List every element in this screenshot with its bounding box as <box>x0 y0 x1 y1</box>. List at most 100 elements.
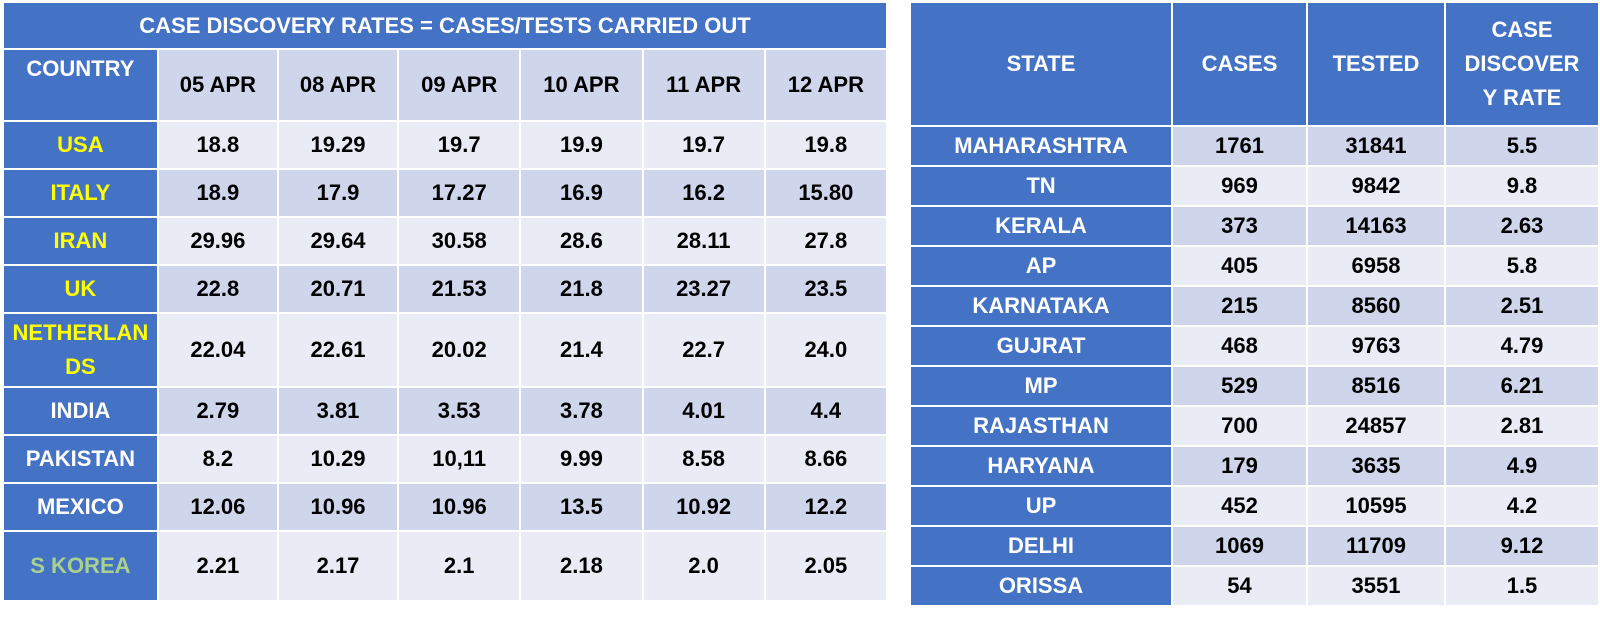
rate-cell: 20.71 <box>276 264 400 314</box>
table-row: ITALY 18.9 17.9 17.27 16.9 16.2 15.80 <box>2 168 889 218</box>
country-name: INDIA <box>2 386 159 436</box>
rate-cell: 2.51 <box>1444 285 1600 327</box>
cases-cell: 468 <box>1171 325 1308 367</box>
rate-cell: 4.9 <box>1444 445 1600 487</box>
country-name: S KOREA <box>2 530 159 602</box>
rate-cell: 22.04 <box>156 312 279 388</box>
state-column-header: STATE <box>909 1 1173 127</box>
state-name: MP <box>909 365 1173 407</box>
state-name: MAHARASHTRA <box>909 125 1173 167</box>
rate-cell: 21.4 <box>519 312 644 388</box>
header-row: STATE CASES TESTED CASE DISCOVER Y RATE <box>909 1 1600 127</box>
country-rate-table: CASE DISCOVERY RATES = CASES/TESTS CARRI… <box>2 1 889 602</box>
table-row: ORISSA 54 3551 1.5 <box>909 565 1600 607</box>
country-name: ITALY <box>2 168 159 218</box>
tested-cell: 9842 <box>1306 165 1446 207</box>
tested-cell: 14163 <box>1306 205 1446 247</box>
rate-cell: 16.2 <box>641 168 766 218</box>
rate-cell: 21.8 <box>519 264 644 314</box>
rate-cell: 29.96 <box>156 216 279 266</box>
date-column-header: 10 APR <box>519 48 644 122</box>
rate-cell: 12.2 <box>763 482 889 532</box>
cases-column-header: CASES <box>1171 1 1308 127</box>
rate-cell: 2.1 <box>397 530 522 602</box>
country-name: PAKISTAN <box>2 434 159 484</box>
tested-cell: 3551 <box>1306 565 1446 607</box>
rate-cell: 6.21 <box>1444 365 1600 407</box>
tested-cell: 10595 <box>1306 485 1446 527</box>
state-table-body: MAHARASHTRA 1761 31841 5.5 TN 969 9842 9… <box>909 125 1600 607</box>
rate-cell: 2.81 <box>1444 405 1600 447</box>
table-row: S KOREA 2.21 2.17 2.1 2.18 2.0 2.05 <box>2 530 889 602</box>
tested-cell: 8560 <box>1306 285 1446 327</box>
country-name-line: DS <box>65 354 96 379</box>
rate-cell: 29.64 <box>276 216 400 266</box>
rate-cell: 22.61 <box>276 312 400 388</box>
rate-cell: 18.8 <box>156 120 279 170</box>
title-row: CASE DISCOVERY RATES = CASES/TESTS CARRI… <box>2 1 888 50</box>
table-row: RAJASTHAN 700 24857 2.81 <box>909 405 1600 447</box>
rate-cell: 10.92 <box>641 482 766 532</box>
cases-cell: 452 <box>1171 485 1308 527</box>
table-row: UP 452 10595 4.2 <box>909 485 1600 527</box>
date-column-header: 05 APR <box>156 48 279 122</box>
tested-cell: 24857 <box>1306 405 1446 447</box>
cases-cell: 405 <box>1171 245 1308 287</box>
date-column-header: 08 APR <box>276 48 400 122</box>
rate-cell: 28.11 <box>641 216 766 266</box>
tested-cell: 6958 <box>1306 245 1446 287</box>
date-column-header: 09 APR <box>397 48 522 122</box>
country-name: MEXICO <box>2 482 159 532</box>
rate-cell: 2.0 <box>641 530 766 602</box>
cases-cell: 700 <box>1171 405 1308 447</box>
rate-cell: 19.29 <box>276 120 400 170</box>
table-row: MEXICO 12.06 10.96 10.96 13.5 10.92 12.2 <box>2 482 889 532</box>
rate-cell: 17.9 <box>276 168 400 218</box>
rate-cell: 4.01 <box>641 386 766 436</box>
cases-cell: 215 <box>1171 285 1308 327</box>
header-row: COUNTRY 05 APR 08 APR 09 APR 10 APR 11 A… <box>2 48 889 122</box>
rate-cell: 22.8 <box>156 264 279 314</box>
rate-header-line: DISCOVER <box>1464 51 1580 76</box>
table-row: USA 18.8 19.29 19.7 19.9 19.7 19.8 <box>2 120 889 170</box>
rate-cell: 9.8 <box>1444 165 1600 207</box>
state-name: KERALA <box>909 205 1173 247</box>
table-title: CASE DISCOVERY RATES = CASES/TESTS CARRI… <box>2 1 888 50</box>
table-row: MAHARASHTRA 1761 31841 5.5 <box>909 125 1600 167</box>
table-row: IRAN 29.96 29.64 30.58 28.6 28.11 27.8 <box>2 216 889 266</box>
rate-cell: 24.0 <box>763 312 889 388</box>
date-column-header: 11 APR <box>641 48 766 122</box>
state-name: AP <box>909 245 1173 287</box>
state-name: TN <box>909 165 1173 207</box>
rate-cell: 8.58 <box>641 434 766 484</box>
rate-cell: 4.4 <box>763 386 889 436</box>
rate-cell: 4.2 <box>1444 485 1600 527</box>
rate-cell: 30.58 <box>397 216 522 266</box>
tested-cell: 8516 <box>1306 365 1446 407</box>
state-name: ORISSA <box>909 565 1173 607</box>
rate-cell: 4.79 <box>1444 325 1600 367</box>
country-name: USA <box>2 120 159 170</box>
rate-cell: 23.5 <box>763 264 889 314</box>
cases-cell: 373 <box>1171 205 1308 247</box>
state-name: DELHI <box>909 525 1173 567</box>
rate-cell: 2.63 <box>1444 205 1600 247</box>
rate-cell: 27.8 <box>763 216 889 266</box>
rate-cell: 13.5 <box>519 482 644 532</box>
table-row: UK 22.8 20.71 21.53 21.8 23.27 23.5 <box>2 264 889 314</box>
state-name: RAJASTHAN <box>909 405 1173 447</box>
rate-cell: 1.5 <box>1444 565 1600 607</box>
rate-cell: 3.53 <box>397 386 522 436</box>
country-name: UK <box>2 264 159 314</box>
rate-cell: 20.02 <box>397 312 522 388</box>
tested-cell: 9763 <box>1306 325 1446 367</box>
table-row: TN 969 9842 9.8 <box>909 165 1600 207</box>
table-row: KARNATAKA 215 8560 2.51 <box>909 285 1600 327</box>
state-name: UP <box>909 485 1173 527</box>
tested-cell: 31841 <box>1306 125 1446 167</box>
rate-cell: 2.21 <box>156 530 279 602</box>
rate-cell: 9.99 <box>519 434 644 484</box>
table-row: DELHI 1069 11709 9.12 <box>909 525 1600 567</box>
state-rate-table: STATE CASES TESTED CASE DISCOVER Y RATE … <box>909 1 1600 607</box>
rate-cell: 17.27 <box>397 168 522 218</box>
